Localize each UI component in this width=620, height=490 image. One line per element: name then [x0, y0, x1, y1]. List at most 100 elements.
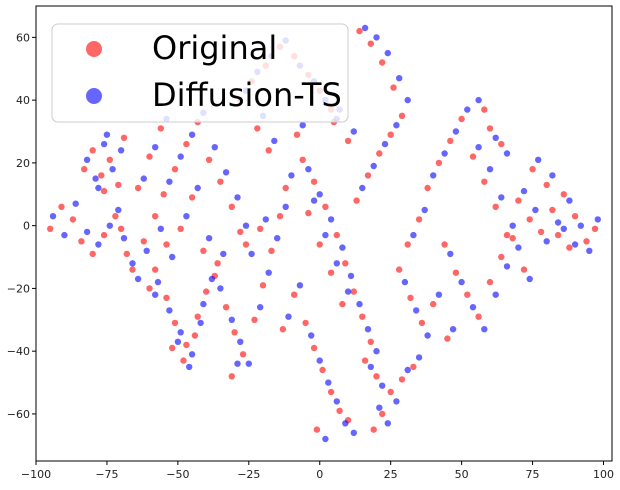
point-diffusion-ts-112 [549, 172, 556, 179]
point-diffusion-ts-36 [217, 285, 224, 292]
point-diffusion-ts-132 [350, 128, 357, 135]
point-diffusion-ts-73 [393, 122, 400, 129]
point-original-99 [486, 278, 494, 286]
legend-box [51, 23, 349, 123]
x-tick-label: 75 [526, 468, 540, 481]
point-diffusion-ts-84 [393, 398, 400, 405]
point-original-132 [344, 137, 352, 145]
point-diffusion-ts-102 [526, 275, 533, 283]
point-original-30 [237, 228, 244, 236]
point-original-86 [370, 426, 377, 433]
point-diffusion-ts-59 [347, 272, 355, 280]
point-diffusion-ts-96 [458, 278, 465, 286]
point-diffusion-ts-103 [520, 187, 528, 195]
point-original-139 [373, 373, 380, 380]
point-original-62 [367, 338, 374, 345]
point-diffusion-ts-99 [492, 291, 499, 298]
point-diffusion-ts-4 [95, 241, 102, 248]
point-original-75 [390, 84, 397, 91]
point-original-63 [302, 319, 309, 327]
point-original-42 [268, 247, 275, 254]
point-diffusion-ts-0 [49, 213, 57, 220]
point-diffusion-ts-18 [177, 329, 184, 336]
y-tick-label: 0 [23, 220, 30, 233]
point-diffusion-ts-95 [447, 250, 454, 258]
point-diffusion-ts-128 [333, 260, 340, 267]
point-diffusion-ts-101 [515, 244, 522, 251]
point-diffusion-ts-131 [299, 122, 306, 129]
point-diffusion-ts-109 [586, 247, 593, 254]
point-diffusion-ts-39 [245, 360, 252, 367]
point-original-14 [100, 187, 108, 195]
point-original-87 [424, 184, 431, 192]
y-tick-label: −60 [7, 408, 30, 421]
point-original-38 [231, 329, 238, 336]
point-original-23 [160, 191, 167, 198]
point-diffusion-ts-67 [342, 420, 349, 427]
y-tick-label: 40 [16, 94, 30, 107]
point-original-121 [157, 125, 164, 132]
point-original-44 [282, 184, 289, 192]
point-original-105 [537, 228, 545, 236]
point-diffusion-ts-85 [384, 420, 391, 427]
point-diffusion-ts-106 [554, 219, 562, 226]
point-diffusion-ts-68 [350, 429, 357, 436]
point-original-20 [194, 313, 201, 320]
point-diffusion-ts-80 [413, 307, 420, 314]
point-diffusion-ts-119 [140, 175, 147, 182]
point-original-101 [509, 235, 516, 242]
point-diffusion-ts-60 [356, 300, 363, 308]
point-original-32 [163, 241, 170, 248]
point-diffusion-ts-83 [404, 366, 411, 374]
point-original-88 [435, 159, 443, 167]
x-tick-label: −50 [166, 468, 189, 481]
point-diffusion-ts-28 [222, 169, 230, 176]
point-original-25 [183, 140, 190, 148]
point-diffusion-ts-40 [257, 304, 264, 311]
point-diffusion-ts-37 [228, 316, 235, 323]
point-diffusion-ts-1 [61, 231, 68, 239]
point-original-126 [279, 326, 287, 333]
point-diffusion-ts-76 [384, 49, 391, 57]
legend: Original Diffusion-TS [51, 23, 349, 123]
point-diffusion-ts-100 [503, 263, 511, 270]
point-original-106 [549, 206, 556, 214]
y-tick-label: −20 [7, 282, 30, 295]
point-diffusion-ts-22 [220, 250, 227, 258]
x-tick-label: 25 [384, 468, 398, 481]
point-diffusion-ts-21 [208, 275, 216, 283]
point-diffusion-ts-89 [452, 128, 460, 135]
point-diffusion-ts-91 [475, 144, 482, 151]
point-original-65 [319, 366, 326, 374]
point-diffusion-ts-7 [120, 235, 128, 242]
point-diffusion-ts-27 [211, 144, 218, 151]
point-original-64 [310, 344, 318, 352]
point-diffusion-ts-138 [367, 363, 374, 371]
point-diffusion-ts-14 [95, 184, 102, 192]
point-diffusion-ts-71 [370, 162, 377, 170]
point-original-114 [566, 244, 573, 251]
point-diffusion-ts-24 [177, 153, 184, 160]
point-diffusion-ts-82 [415, 354, 423, 361]
point-original-18 [171, 319, 179, 327]
point-original-118 [123, 250, 130, 258]
point-original-92 [481, 178, 488, 185]
point-diffusion-ts-3 [83, 228, 91, 236]
point-diffusion-ts-87 [430, 172, 437, 179]
point-original-43 [276, 213, 284, 220]
point-original-107 [560, 191, 567, 198]
point-diffusion-ts-31 [157, 225, 164, 232]
point-original-2 [69, 216, 77, 223]
points-layer [47, 24, 601, 443]
point-original-27 [205, 156, 213, 163]
point-diffusion-ts-137 [449, 326, 457, 333]
point-diffusion-ts-142 [262, 216, 269, 223]
point-diffusion-ts-143 [152, 291, 159, 298]
point-diffusion-ts-61 [364, 326, 372, 333]
point-diffusion-ts-117 [475, 96, 482, 104]
point-original-140 [228, 373, 235, 380]
x-tick-label: 0 [316, 468, 323, 481]
point-original-135 [415, 216, 423, 223]
point-diffusion-ts-98 [481, 326, 488, 333]
point-original-31 [152, 213, 159, 220]
